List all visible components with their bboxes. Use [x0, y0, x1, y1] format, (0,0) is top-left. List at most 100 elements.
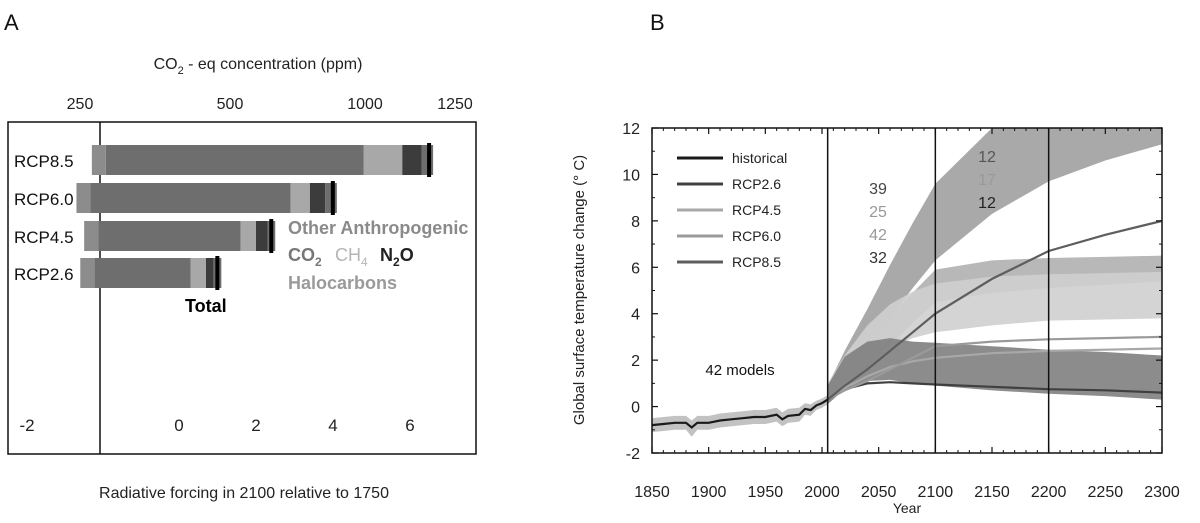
plot-frame-a — [7, 121, 477, 455]
x-tick-label: 2150 — [974, 484, 1010, 501]
bar-co2-segment — [94, 258, 191, 288]
top-axis-label-rest: - eq concentration (ppm) — [184, 56, 363, 73]
top-tick-label: 500 — [217, 96, 244, 113]
legend-label: RCP2.6 — [732, 176, 781, 192]
forcing-tick-label: 0 — [174, 416, 183, 435]
y-axis-label-b: Global surface temperature change (° C) — [571, 155, 588, 425]
legend-ch4-sub: 4 — [361, 255, 368, 269]
legend-total: Total — [185, 296, 227, 316]
legend-label: RCP4.5 — [732, 202, 781, 218]
bar-ch4-segment — [363, 145, 403, 175]
x-axis-label-b: Year — [893, 500, 922, 516]
scenario-labels: RCP8.5 RCP6.0 RCP4.5 RCP2.6 — [14, 152, 74, 284]
scenario-label: RCP6.0 — [14, 190, 74, 209]
legend-co2-sub: 2 — [315, 255, 322, 269]
bar-ch4-segment — [190, 258, 206, 288]
bar-other-anthropogenic-segment — [76, 183, 91, 213]
model-count-label: 42 — [869, 227, 887, 244]
line-historical — [651, 398, 829, 429]
bar-other-anthropogenic-segment — [91, 145, 106, 175]
legend-label: historical — [732, 150, 787, 166]
total-marker — [269, 219, 274, 253]
total-marker — [215, 256, 220, 290]
bar-co2-segment — [98, 221, 241, 251]
legend-co2-text: CO — [288, 245, 315, 265]
legend-ch4-text: CH — [335, 245, 361, 265]
x-tick-label: 2000 — [804, 484, 840, 501]
legend-n2o: N2O — [380, 245, 414, 269]
series-legend: historical RCP2.6 RCP4.5 RCP6.0 RCP8.5 — [677, 150, 787, 270]
legend-n2o-tail: O — [400, 245, 414, 265]
forcing-tick-label: -2 — [19, 416, 34, 435]
y-tick-label: 2 — [631, 353, 640, 370]
legend-label: RCP6.0 — [732, 228, 781, 244]
legend-other-anthropogenic: Other Anthropogenic — [288, 218, 468, 238]
legend-halocarbons: Halocarbons — [288, 273, 397, 293]
x-tick-label: 1950 — [748, 484, 784, 501]
model-count-label: 12 — [978, 195, 996, 212]
forcing-tick-label: 6 — [405, 416, 414, 435]
y-tick-label: -2 — [626, 446, 640, 463]
x-tick-label: 2250 — [1088, 484, 1124, 501]
band-rcp26 — [827, 338, 1162, 405]
top-axis-label-co: CO — [154, 56, 178, 73]
bar-ch4-segment — [290, 183, 310, 213]
y-tick-label: 0 — [631, 400, 640, 417]
bar-n2o-segment — [256, 221, 268, 251]
models-annotation: 42 models — [705, 362, 774, 379]
y-tick-label: 4 — [631, 307, 640, 324]
model-count-label: 39 — [869, 181, 887, 198]
legend-n2o-text: N — [380, 245, 393, 265]
y-tick-label: 6 — [631, 260, 640, 277]
x-tick-label: 2200 — [1031, 484, 1067, 501]
series-lines — [651, 219, 1163, 429]
total-marker — [427, 143, 432, 177]
model-count-label: 17 — [978, 172, 996, 189]
period-dividers — [826, 128, 1050, 453]
top-axis-label: CO2 - eq concentration (ppm) — [154, 56, 363, 77]
bar-other-anthropogenic-segment — [84, 221, 99, 251]
bar-co2-segment — [90, 183, 291, 213]
bar-n2o-segment — [309, 183, 326, 213]
bar-co2-segment — [105, 145, 364, 175]
bar-n2o-segment — [205, 258, 214, 288]
band-rcp85 — [827, 128, 1162, 400]
bar-ch4-segment — [240, 221, 256, 251]
model-count-label: 32 — [869, 250, 887, 267]
model-counts: 39 25 42 32 12 17 12 — [869, 149, 996, 267]
uncertainty-bands — [652, 128, 1162, 437]
x-tick-label: 1850 — [634, 484, 670, 501]
panel-a-letter: A — [4, 10, 19, 35]
legend-co2: CO2 — [288, 245, 322, 269]
scenario-label: RCP8.5 — [14, 152, 74, 171]
axis-ticks: 1850 1900 1950 2000 2050 2100 2150 2200 2250 2300… — [622, 121, 1180, 501]
legend-n2o-sub: 2 — [393, 255, 400, 269]
top-axis-label-sub: 2 — [178, 65, 184, 77]
top-tick-label: 250 — [67, 96, 94, 113]
bar-n2o-segment — [402, 145, 422, 175]
panel-b-letter: B — [650, 10, 665, 35]
scenario-label: RCP4.5 — [14, 228, 74, 247]
x-tick-label: 2050 — [861, 484, 897, 501]
x-tick-label: 2300 — [1144, 484, 1180, 501]
scenario-label: RCP2.6 — [14, 265, 74, 284]
model-count-label: 25 — [869, 204, 887, 221]
band-rcp45 — [827, 271, 1162, 402]
top-tick-label: 1250 — [437, 96, 473, 113]
top-axis-ticks: 250 500 1000 1250 — [67, 96, 473, 113]
bar-other-anthropogenic-segment — [80, 258, 95, 288]
y-tick-label: 8 — [631, 214, 640, 231]
temperature-line-chart: 1850 1900 1950 2000 2050 2100 2150 2200 2250 2300… — [571, 121, 1180, 516]
total-marker — [330, 181, 335, 215]
forcing-tick-labels: -2 0 2 4 6 — [19, 416, 414, 435]
line-rcp85 — [827, 219, 1163, 401]
forcing-bar-chart: CO2 - eq concentration (ppm) 250 500 1000 1… — [7, 56, 477, 502]
band-historical — [652, 394, 828, 437]
x-tick-label: 2100 — [918, 484, 954, 501]
line-rcp60 — [827, 335, 1163, 401]
x-axis-label-a: Radiative forcing in 2100 relative to 17… — [99, 485, 389, 502]
legend-label: RCP8.5 — [732, 254, 781, 270]
top-tick-label: 1000 — [347, 96, 383, 113]
component-legend: Other Anthropogenic CO2 CH4 N2O Halocarb… — [185, 218, 468, 316]
